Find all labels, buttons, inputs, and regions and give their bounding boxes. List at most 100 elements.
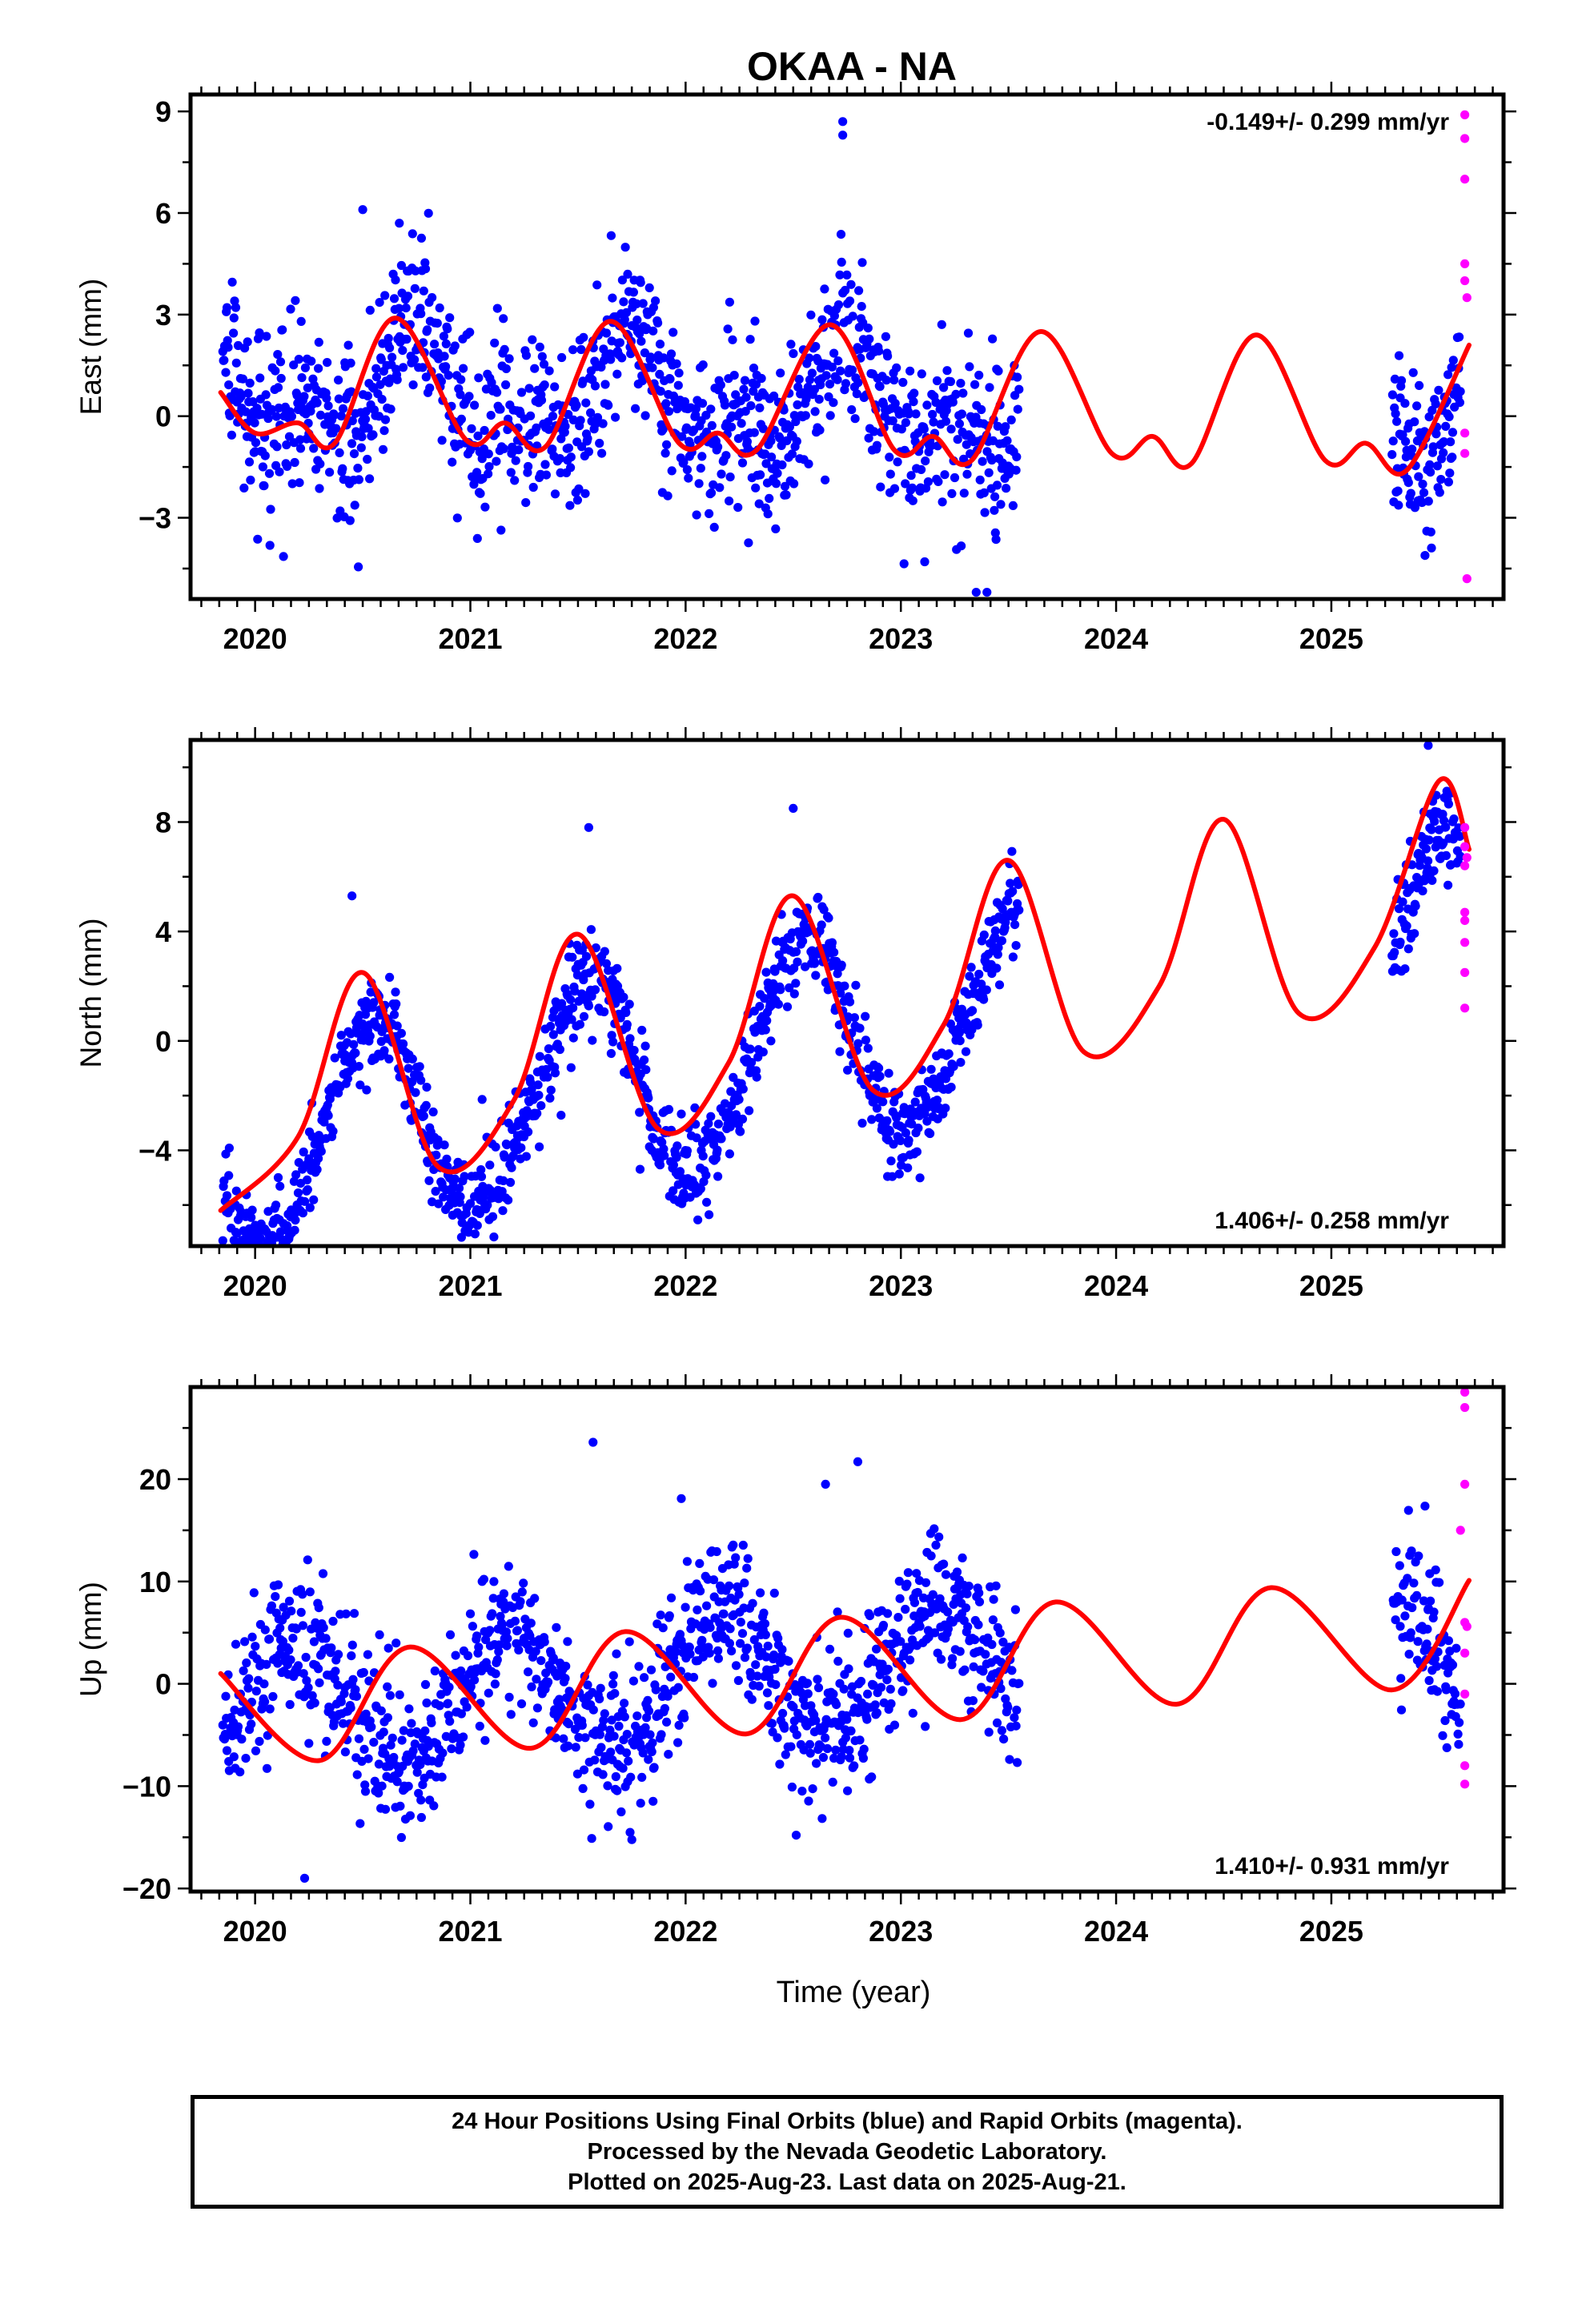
final-point bbox=[545, 1093, 555, 1103]
final-point bbox=[504, 1196, 513, 1205]
final-point bbox=[725, 1581, 734, 1590]
final-point bbox=[585, 1799, 595, 1809]
final-point bbox=[307, 1691, 317, 1700]
final-point bbox=[314, 1664, 323, 1674]
final-point bbox=[638, 1748, 648, 1758]
final-point bbox=[988, 1615, 998, 1625]
final-point bbox=[713, 1172, 723, 1181]
final-point bbox=[427, 1718, 436, 1727]
final-point bbox=[876, 482, 885, 492]
x-tick-label: 2022 bbox=[653, 1269, 717, 1302]
final-point bbox=[470, 1229, 480, 1239]
final-point bbox=[1424, 1675, 1434, 1686]
final-point bbox=[660, 1703, 670, 1714]
final-point bbox=[801, 411, 810, 420]
final-point bbox=[412, 1767, 422, 1777]
final-point bbox=[457, 1218, 467, 1228]
final-point bbox=[857, 258, 867, 267]
rapid-point bbox=[1460, 1479, 1470, 1489]
final-point bbox=[624, 999, 634, 1009]
final-point bbox=[888, 416, 897, 426]
final-point bbox=[348, 1675, 358, 1684]
final-point bbox=[384, 1054, 394, 1063]
final-point bbox=[360, 1787, 371, 1796]
final-point bbox=[814, 395, 824, 404]
final-point bbox=[835, 1047, 845, 1056]
final-point bbox=[338, 1719, 348, 1728]
final-point bbox=[889, 484, 900, 493]
final-point bbox=[881, 376, 891, 385]
final-point bbox=[374, 1788, 383, 1798]
final-point bbox=[882, 1675, 892, 1685]
final-point bbox=[698, 1152, 708, 1161]
y-tick-label: 0 bbox=[155, 1668, 171, 1701]
final-point bbox=[380, 291, 390, 300]
final-point bbox=[579, 332, 588, 342]
final-point bbox=[773, 999, 784, 1009]
final-point bbox=[441, 339, 451, 348]
final-point bbox=[535, 1051, 544, 1061]
final-point bbox=[408, 229, 417, 239]
y-axis-label: North (mm) bbox=[74, 918, 107, 1068]
final-point bbox=[865, 1611, 875, 1621]
final-point bbox=[822, 1743, 833, 1754]
final-point bbox=[465, 328, 475, 337]
final-point bbox=[843, 1786, 853, 1795]
final-point bbox=[334, 376, 343, 385]
final-point bbox=[439, 332, 449, 341]
final-point bbox=[666, 1593, 677, 1602]
final-point bbox=[631, 404, 640, 413]
final-point bbox=[510, 476, 520, 485]
final-point bbox=[395, 1690, 404, 1699]
final-point bbox=[1410, 417, 1419, 427]
final-point bbox=[621, 1007, 631, 1017]
final-point bbox=[365, 474, 375, 484]
final-point bbox=[451, 1651, 460, 1660]
final-point bbox=[355, 1080, 365, 1090]
final-point bbox=[499, 1589, 509, 1598]
final-point bbox=[712, 1546, 721, 1557]
final-point bbox=[769, 391, 779, 401]
final-point bbox=[791, 1831, 801, 1840]
final-point bbox=[377, 395, 387, 404]
final-point bbox=[776, 368, 785, 378]
final-point bbox=[1426, 468, 1435, 477]
final-point bbox=[977, 979, 986, 989]
final-point bbox=[979, 488, 989, 498]
final-point bbox=[727, 422, 737, 432]
final-point bbox=[264, 1634, 275, 1644]
final-point bbox=[419, 1112, 428, 1121]
rapid-point bbox=[1460, 861, 1470, 870]
final-point bbox=[1010, 1713, 1019, 1723]
final-point bbox=[410, 283, 420, 293]
final-point bbox=[575, 1019, 585, 1029]
final-point bbox=[456, 414, 467, 424]
final-point bbox=[887, 1172, 897, 1181]
final-point bbox=[977, 1683, 986, 1692]
final-point bbox=[354, 1062, 363, 1072]
final-point bbox=[963, 328, 974, 338]
y-tick-label: −20 bbox=[122, 1872, 171, 1905]
final-point bbox=[1391, 1615, 1400, 1625]
final-point bbox=[503, 1634, 512, 1643]
final-point bbox=[758, 1047, 768, 1057]
final-point bbox=[648, 326, 658, 336]
final-point bbox=[377, 1781, 387, 1791]
final-point bbox=[396, 1028, 406, 1038]
x-axis bbox=[200, 1374, 1494, 1904]
final-point bbox=[1424, 835, 1434, 845]
final-point bbox=[441, 362, 451, 372]
final-point bbox=[923, 1103, 933, 1112]
final-point bbox=[813, 1683, 824, 1693]
final-point bbox=[228, 1248, 237, 1257]
final-point bbox=[690, 1103, 700, 1112]
final-point bbox=[506, 1710, 516, 1719]
final-point bbox=[636, 1799, 645, 1808]
final-point bbox=[287, 1606, 296, 1616]
final-point bbox=[992, 963, 1002, 973]
rapid-point bbox=[1460, 134, 1470, 143]
final-point bbox=[647, 1747, 656, 1756]
final-point bbox=[962, 469, 972, 479]
final-point bbox=[299, 1147, 308, 1157]
rapid-point bbox=[1460, 967, 1470, 977]
